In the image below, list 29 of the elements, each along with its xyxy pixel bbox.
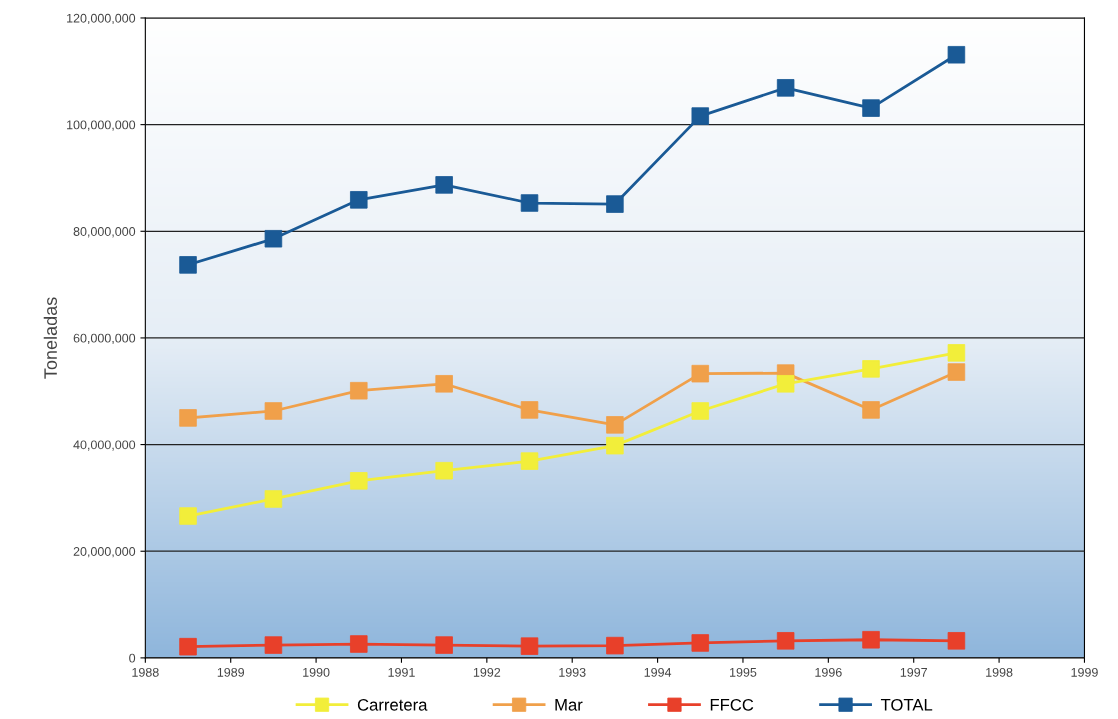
legend-label: FFCC xyxy=(710,698,754,711)
y-tick-label: 60,000,000 xyxy=(73,333,136,345)
x-tick-label: 1998 xyxy=(986,667,1013,677)
y-tick-label: 80,000,000 xyxy=(73,227,136,238)
point xyxy=(264,229,283,248)
x-tick-label: 1997 xyxy=(900,667,927,677)
y-axis-title: Toneladas xyxy=(43,297,57,379)
y-tick-label: 100,000,000 xyxy=(67,120,136,131)
point xyxy=(350,381,368,400)
x-tick-label: 1992 xyxy=(473,667,501,677)
legend-label: TOTAL xyxy=(880,698,933,711)
legend-label: Carretera xyxy=(357,698,428,711)
x-tick-label: 1993 xyxy=(559,667,586,677)
x-tick-label: 1999 xyxy=(1071,667,1098,677)
point xyxy=(776,79,795,97)
x-tick-label: 1996 xyxy=(815,667,842,677)
x-tick-label: 1995 xyxy=(730,667,757,677)
y-tick-label: 40,000,000 xyxy=(73,440,136,451)
point xyxy=(691,364,710,383)
x-tick-label: 1990 xyxy=(303,667,330,677)
x-tick-label: 1991 xyxy=(388,667,415,677)
y-tick-label: 0 xyxy=(129,653,136,663)
x-tick-label: 1994 xyxy=(644,667,672,677)
legend-label: Mar xyxy=(555,699,583,711)
point xyxy=(350,191,368,209)
x-tick-label: 1988 xyxy=(132,667,159,677)
y-tick-label: 120,000,000 xyxy=(67,13,136,25)
y-tick-label: 20,000,000 xyxy=(73,547,136,558)
x-tick-label: 1989 xyxy=(217,667,245,677)
